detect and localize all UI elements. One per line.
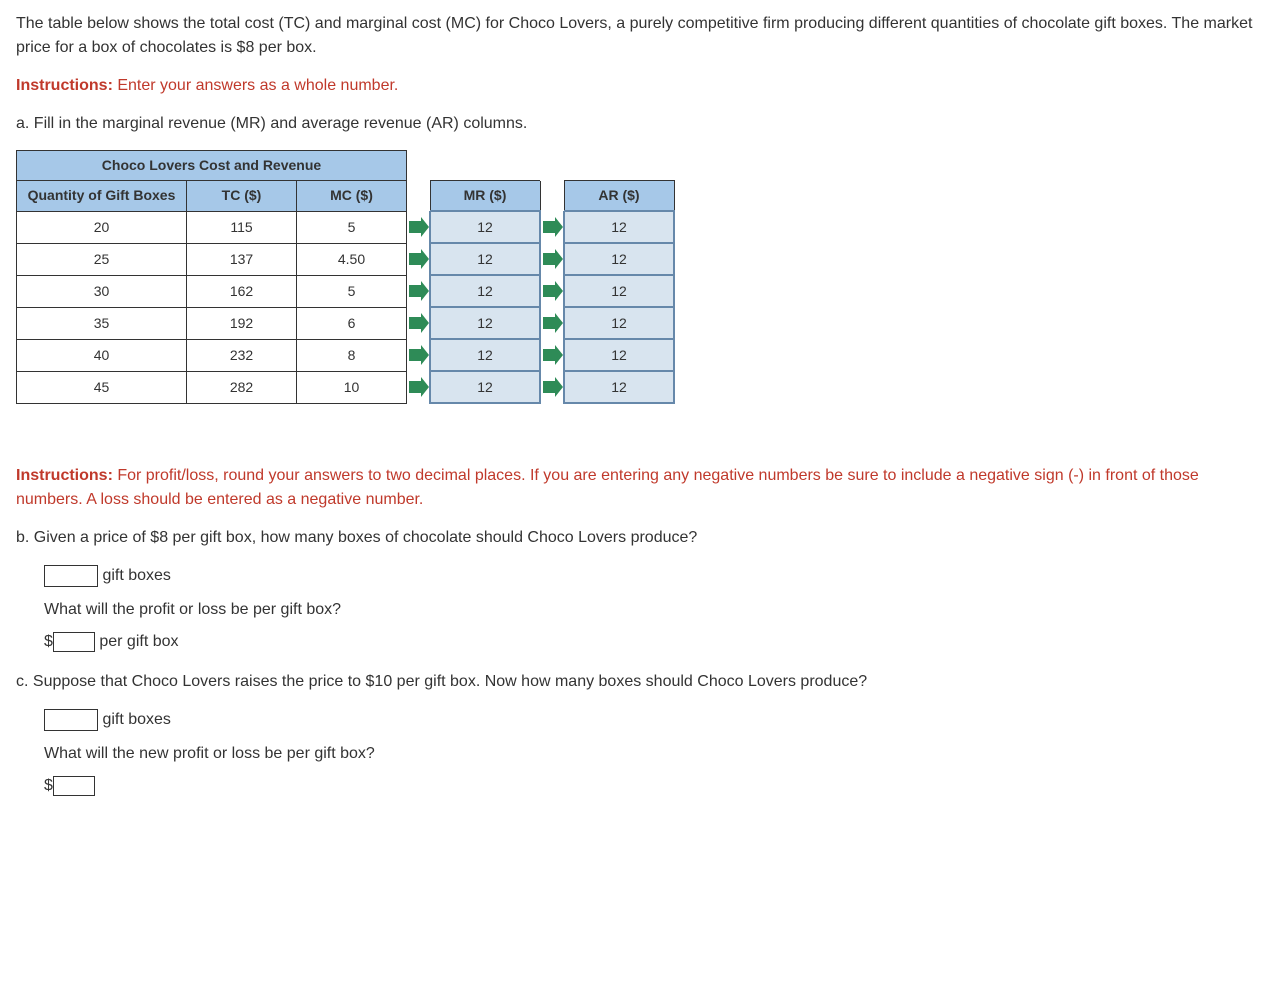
instructions-1-text: Enter your answers as a whole number. <box>113 77 398 94</box>
cell-tc: 162 <box>187 275 297 307</box>
cell-ar-input[interactable]: 12 <box>564 307 674 339</box>
gift-boxes-input-b[interactable] <box>44 565 98 587</box>
cell-qty: 35 <box>17 307 187 339</box>
instructions-1: Instructions: Enter your answers as a wh… <box>16 74 1268 98</box>
part-a-text: a. Fill in the marginal revenue (MR) and… <box>16 112 1268 136</box>
cell-qty: 20 <box>17 211 187 243</box>
th-ar: AR ($) <box>564 181 674 212</box>
cell-tc: 282 <box>187 371 297 403</box>
arrow-icon <box>540 243 564 275</box>
table-row: 301625 12 12 <box>17 275 675 307</box>
intro-text: The table below shows the total cost (TC… <box>16 12 1268 60</box>
instructions-1-label: Instructions: <box>16 77 113 94</box>
cost-revenue-table: Choco Lovers Cost and Revenue Quantity o… <box>16 150 675 404</box>
cell-ar-input[interactable]: 12 <box>564 371 674 403</box>
th-mc: MC ($) <box>297 181 407 212</box>
table-row: 251374.50 12 12 <box>17 243 675 275</box>
part-c2-answer-line: $ <box>44 774 1268 798</box>
th-tc: TC ($) <box>187 181 297 212</box>
gap-cell <box>540 151 564 181</box>
cell-ar-input[interactable]: 12 <box>564 339 674 371</box>
cell-ar-input[interactable]: 12 <box>564 275 674 307</box>
th-mr: MR ($) <box>430 181 540 212</box>
table-row: 351926 12 12 <box>17 307 675 339</box>
part-c-text: c. Suppose that Choco Lovers raises the … <box>16 670 1268 694</box>
cell-mc: 8 <box>297 339 407 371</box>
cell-ar-input[interactable]: 12 <box>564 211 674 243</box>
cell-qty: 25 <box>17 243 187 275</box>
cell-mr-input[interactable]: 12 <box>430 211 540 243</box>
cell-mr-input[interactable]: 12 <box>430 339 540 371</box>
gap-cell <box>407 151 431 181</box>
instructions-2: Instructions: For profit/loss, round you… <box>16 464 1268 512</box>
arrow-icon <box>540 371 564 403</box>
part-b-text: b. Given a price of $8 per gift box, how… <box>16 526 1268 550</box>
instructions-2-label: Instructions: <box>16 467 113 484</box>
gift-boxes-input-c[interactable] <box>44 709 98 731</box>
part-b2-text: What will the profit or loss be per gift… <box>44 598 1268 622</box>
arrow-icon <box>540 339 564 371</box>
cell-tc: 137 <box>187 243 297 275</box>
cell-tc: 192 <box>187 307 297 339</box>
arrow-icon <box>407 371 431 403</box>
table-row: 402328 12 12 <box>17 339 675 371</box>
gap-cell <box>540 181 564 212</box>
arrow-icon <box>540 211 564 243</box>
table-title: Choco Lovers Cost and Revenue <box>17 151 407 181</box>
part-c2-text: What will the new profit or loss be per … <box>44 742 1268 766</box>
cell-mr-input[interactable]: 12 <box>430 371 540 403</box>
cell-mc: 5 <box>297 211 407 243</box>
cell-mr-input[interactable]: 12 <box>430 275 540 307</box>
part-b2-answer-line: $ per gift box <box>44 630 1268 654</box>
cell-tc: 115 <box>187 211 297 243</box>
arrow-icon <box>407 339 431 371</box>
arrow-icon <box>407 211 431 243</box>
cell-qty: 45 <box>17 371 187 403</box>
arrow-icon <box>540 307 564 339</box>
instructions-2-text: For profit/loss, round your answers to t… <box>16 467 1199 508</box>
profit-input-c[interactable] <box>53 776 95 796</box>
dollar-sign: $ <box>44 633 53 650</box>
cell-ar-input[interactable]: 12 <box>564 243 674 275</box>
arrow-icon <box>407 275 431 307</box>
gift-boxes-label: gift boxes <box>98 711 171 728</box>
profit-input-b[interactable] <box>53 632 95 652</box>
part-c-answer-line: gift boxes <box>44 708 1268 732</box>
part-b-answer-line: gift boxes <box>44 564 1268 588</box>
arrow-icon <box>407 243 431 275</box>
cell-mc: 10 <box>297 371 407 403</box>
gap-cell <box>564 151 674 181</box>
table-row: 4528210 12 12 <box>17 371 675 403</box>
cell-mc: 4.50 <box>297 243 407 275</box>
gap-cell <box>430 151 540 181</box>
th-qty: Quantity of Gift Boxes <box>17 181 187 212</box>
cell-tc: 232 <box>187 339 297 371</box>
gift-boxes-label: gift boxes <box>98 567 171 584</box>
cell-mc: 5 <box>297 275 407 307</box>
arrow-icon <box>540 275 564 307</box>
cell-qty: 30 <box>17 275 187 307</box>
table-row: 201155 12 12 <box>17 211 675 243</box>
dollar-sign: $ <box>44 777 53 794</box>
cell-mr-input[interactable]: 12 <box>430 243 540 275</box>
per-gift-box-label: per gift box <box>95 633 179 650</box>
gap-cell <box>407 181 431 212</box>
cell-qty: 40 <box>17 339 187 371</box>
arrow-icon <box>407 307 431 339</box>
cell-mr-input[interactable]: 12 <box>430 307 540 339</box>
cell-mc: 6 <box>297 307 407 339</box>
